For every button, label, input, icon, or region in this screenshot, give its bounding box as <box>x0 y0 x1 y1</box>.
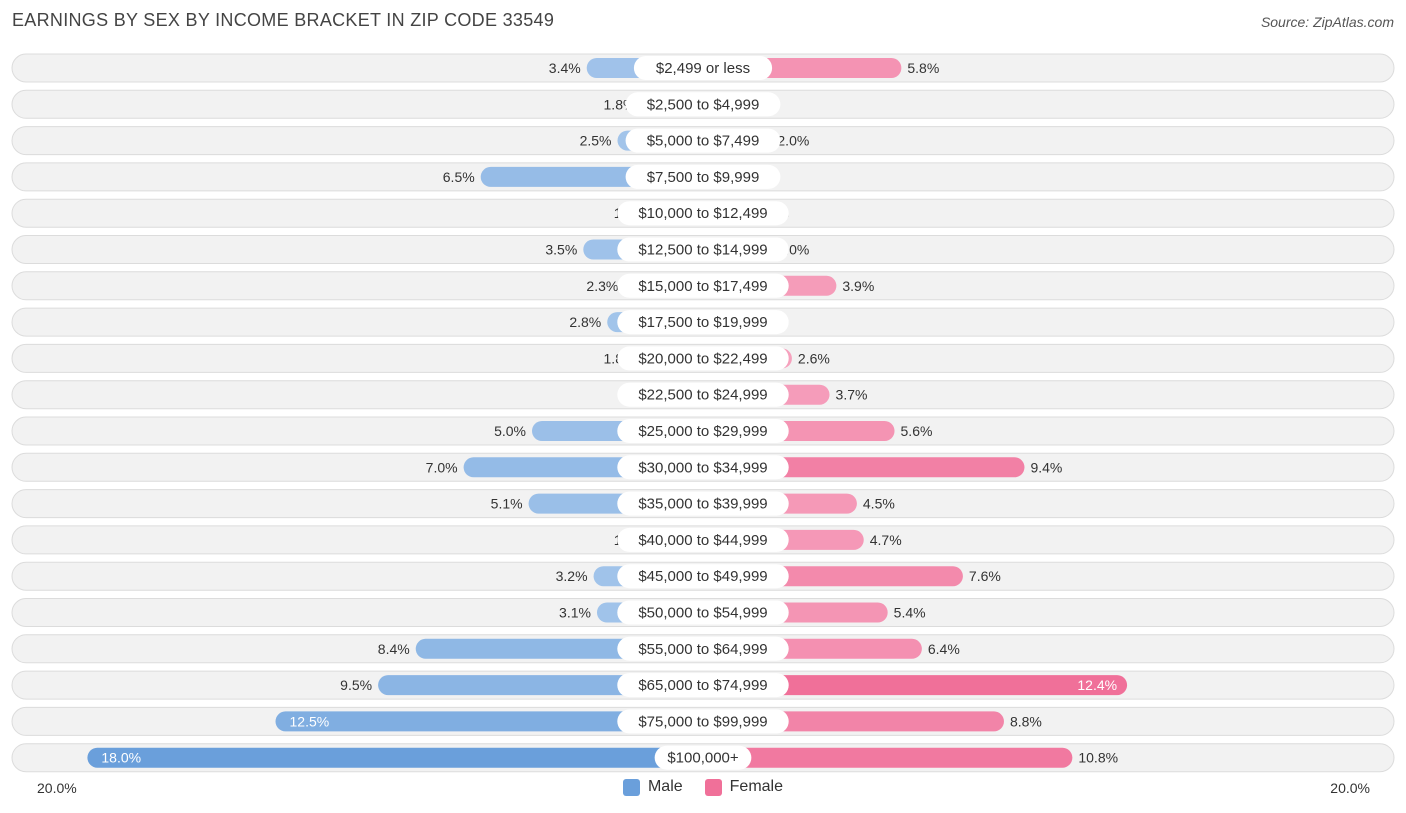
category-label-pill <box>625 164 781 189</box>
chart-source: Source: ZipAtlas.com <box>1260 14 1394 30</box>
category-label: $15,000 to $17,499 <box>638 278 767 295</box>
category-label-pill <box>617 527 789 552</box>
category-label-pill <box>625 128 781 153</box>
female-bar <box>693 675 1128 696</box>
male-value-label: 6.5% <box>443 169 475 185</box>
male-value-label: 5.1% <box>491 496 523 512</box>
category-label: $100,000+ <box>667 750 739 767</box>
category-label: $20,000 to $22,499 <box>638 350 767 367</box>
category-label-pill <box>625 92 781 117</box>
category-label-pill <box>617 237 789 262</box>
chart-title: EARNINGS BY SEX BY INCOME BRACKET IN ZIP… <box>12 10 555 30</box>
female-value-label: 8.8% <box>1010 713 1042 729</box>
category-label: $2,499 or less <box>656 60 750 77</box>
female-value-label: 2.6% <box>798 350 830 366</box>
male-value-label: 8.4% <box>378 641 410 657</box>
female-value-label: 4.5% <box>863 496 895 512</box>
female-value-label: 7.6% <box>969 568 1001 584</box>
category-label-pill <box>617 419 789 443</box>
female-value-label: 4.7% <box>870 532 902 548</box>
category-label: $25,000 to $29,999 <box>638 423 767 440</box>
category-label: $30,000 to $34,999 <box>638 459 767 476</box>
category-label-pill <box>633 56 773 80</box>
x-axis-right-label: 20.0% <box>1330 780 1370 796</box>
male-value-label: 2.8% <box>569 314 601 330</box>
category-label-pill <box>617 273 789 298</box>
category-label-pill <box>617 564 789 589</box>
category-label-pill <box>617 201 789 226</box>
category-label-pill <box>617 382 789 407</box>
category-label: $5,000 to $7,499 <box>647 133 760 150</box>
female-value-label: 3.7% <box>836 387 868 403</box>
category-label: $45,000 to $49,999 <box>638 568 767 585</box>
category-label: $35,000 to $39,999 <box>638 496 767 513</box>
category-label-pill <box>617 310 789 335</box>
legend-label-female: Female <box>729 778 784 795</box>
female-value-label: 2.0% <box>777 133 809 149</box>
category-label: $12,500 to $14,999 <box>638 242 767 259</box>
male-value-label: 3.4% <box>549 60 581 76</box>
category-label: $55,000 to $64,999 <box>638 641 767 658</box>
category-label-pill <box>617 709 789 734</box>
category-label: $22,500 to $24,999 <box>638 387 767 404</box>
male-value-label: 2.5% <box>580 133 612 149</box>
chart-legend: Male Female <box>0 778 1406 796</box>
category-label-pill <box>617 346 789 371</box>
category-label-pill <box>617 636 789 661</box>
female-value-label: 5.4% <box>894 605 926 621</box>
x-axis-left-label: 20.0% <box>37 780 77 796</box>
male-value-label: 3.2% <box>556 568 588 584</box>
legend-swatch-male <box>622 778 640 796</box>
legend-label-male: Male <box>647 778 683 795</box>
female-value-label: 6.4% <box>928 641 960 657</box>
male-value-label: 7.0% <box>426 459 458 475</box>
male-value-label: 9.5% <box>340 677 372 693</box>
female-value-label: 12.4% <box>1077 677 1117 693</box>
male-value-label: 2.3% <box>586 278 618 294</box>
category-label: $50,000 to $54,999 <box>638 605 767 622</box>
category-label: $17,500 to $19,999 <box>638 314 767 331</box>
male-bar <box>275 711 713 732</box>
male-value-label: 12.5% <box>290 713 330 729</box>
category-label: $10,000 to $12,499 <box>638 205 767 222</box>
female-bar <box>693 747 1073 768</box>
female-value-label: 10.8% <box>1078 750 1118 766</box>
male-value-label: 3.5% <box>545 242 577 258</box>
male-value-label: 5.0% <box>494 423 526 439</box>
female-value-label: 5.6% <box>901 423 933 439</box>
category-label: $65,000 to $74,999 <box>638 677 767 694</box>
legend-item-female[interactable]: Female <box>704 778 784 796</box>
category-label-pill <box>654 745 752 770</box>
category-label: $2,500 to $4,999 <box>647 96 760 113</box>
category-label-pill <box>617 455 789 480</box>
category-label-pill <box>617 600 789 625</box>
female-value-label: 9.4% <box>1030 459 1062 475</box>
male-bar <box>87 747 713 768</box>
legend-item-male[interactable]: Male <box>622 778 683 796</box>
category-label: $75,000 to $99,999 <box>638 713 767 730</box>
male-value-label: 18.0% <box>101 750 141 766</box>
category-label-pill <box>617 491 789 516</box>
category-label-pill <box>617 673 789 698</box>
category-label: $40,000 to $44,999 <box>638 532 767 549</box>
male-value-label: 3.1% <box>559 605 591 621</box>
category-label: $7,500 to $9,999 <box>647 169 760 186</box>
legend-swatch-female <box>704 778 722 796</box>
female-value-label: 5.8% <box>907 60 939 76</box>
female-value-label: 3.9% <box>842 278 874 294</box>
